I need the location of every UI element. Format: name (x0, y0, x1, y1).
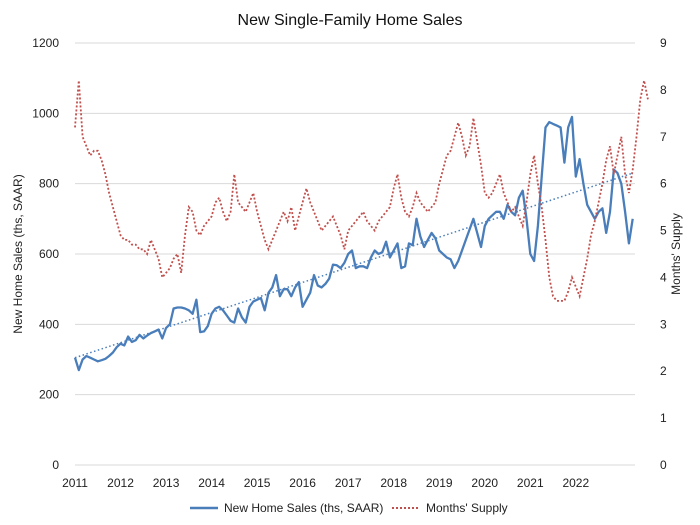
legend-label-supply: Months' Supply (426, 501, 508, 515)
left-tick-label: 1200 (32, 36, 59, 50)
left-tick-label: 1000 (32, 106, 59, 120)
gridlines (75, 42, 635, 466)
left-tick-label: 400 (39, 317, 59, 331)
x-tick-label: 2018 (380, 476, 407, 490)
right-tick-label: 4 (660, 270, 667, 284)
trendline-sales (74, 172, 633, 359)
x-tick-label: 2015 (244, 476, 271, 490)
right-tick-label: 8 (660, 83, 667, 97)
x-tick-label: 2012 (107, 476, 134, 490)
x-tick-label: 2020 (471, 476, 498, 490)
left-tick-label: 800 (39, 177, 59, 191)
chart-title: New Single-Family Home Sales (238, 12, 463, 29)
series-layer (73, 80, 649, 372)
right-tick-label: 6 (660, 177, 667, 191)
series-line-sales (73, 115, 634, 372)
x-tick-label: 2014 (198, 476, 225, 490)
series-line-supply (74, 80, 649, 302)
right-tick-label: 1 (660, 411, 667, 425)
x-tick-label: 2016 (289, 476, 316, 490)
right-tick-label: 7 (660, 130, 667, 144)
left-tick-label: 600 (39, 247, 59, 261)
left-tick-label: 200 (39, 388, 59, 402)
x-tick-label: 2011 (62, 476, 88, 490)
right-tick-label: 2 (660, 364, 667, 378)
x-axis-ticks: 2011 2012 2013 2014 2015 2016 2017 2018 2019 2020… (62, 476, 589, 490)
right-tick-label: 0 (660, 458, 667, 472)
x-tick-label: 2013 (153, 476, 180, 490)
legend-label-sales: New Home Sales (ths, SAAR) (224, 501, 383, 515)
right-tick-label: 3 (660, 317, 667, 331)
x-tick-label: 2022 (562, 476, 589, 490)
left-axis-ticks: 0 200 400 600 800 1000 1200 (32, 36, 59, 472)
x-tick-label: 2021 (517, 476, 544, 490)
right-tick-label: 5 (660, 224, 667, 238)
y-axis-title-left: New Home Sales (ths, SAAR) (11, 174, 25, 333)
right-axis-ticks: 0 1 2 3 4 5 6 7 8 9 (660, 36, 667, 472)
x-tick-label: 2019 (426, 476, 453, 490)
legend: New Home Sales (ths, SAAR) Months' Suppl… (190, 501, 508, 515)
left-tick-label: 0 (52, 458, 59, 472)
x-tick-label: 2017 (335, 476, 362, 490)
y-axis-title-right: Months' Supply (669, 213, 683, 295)
right-tick-label: 9 (660, 36, 667, 50)
